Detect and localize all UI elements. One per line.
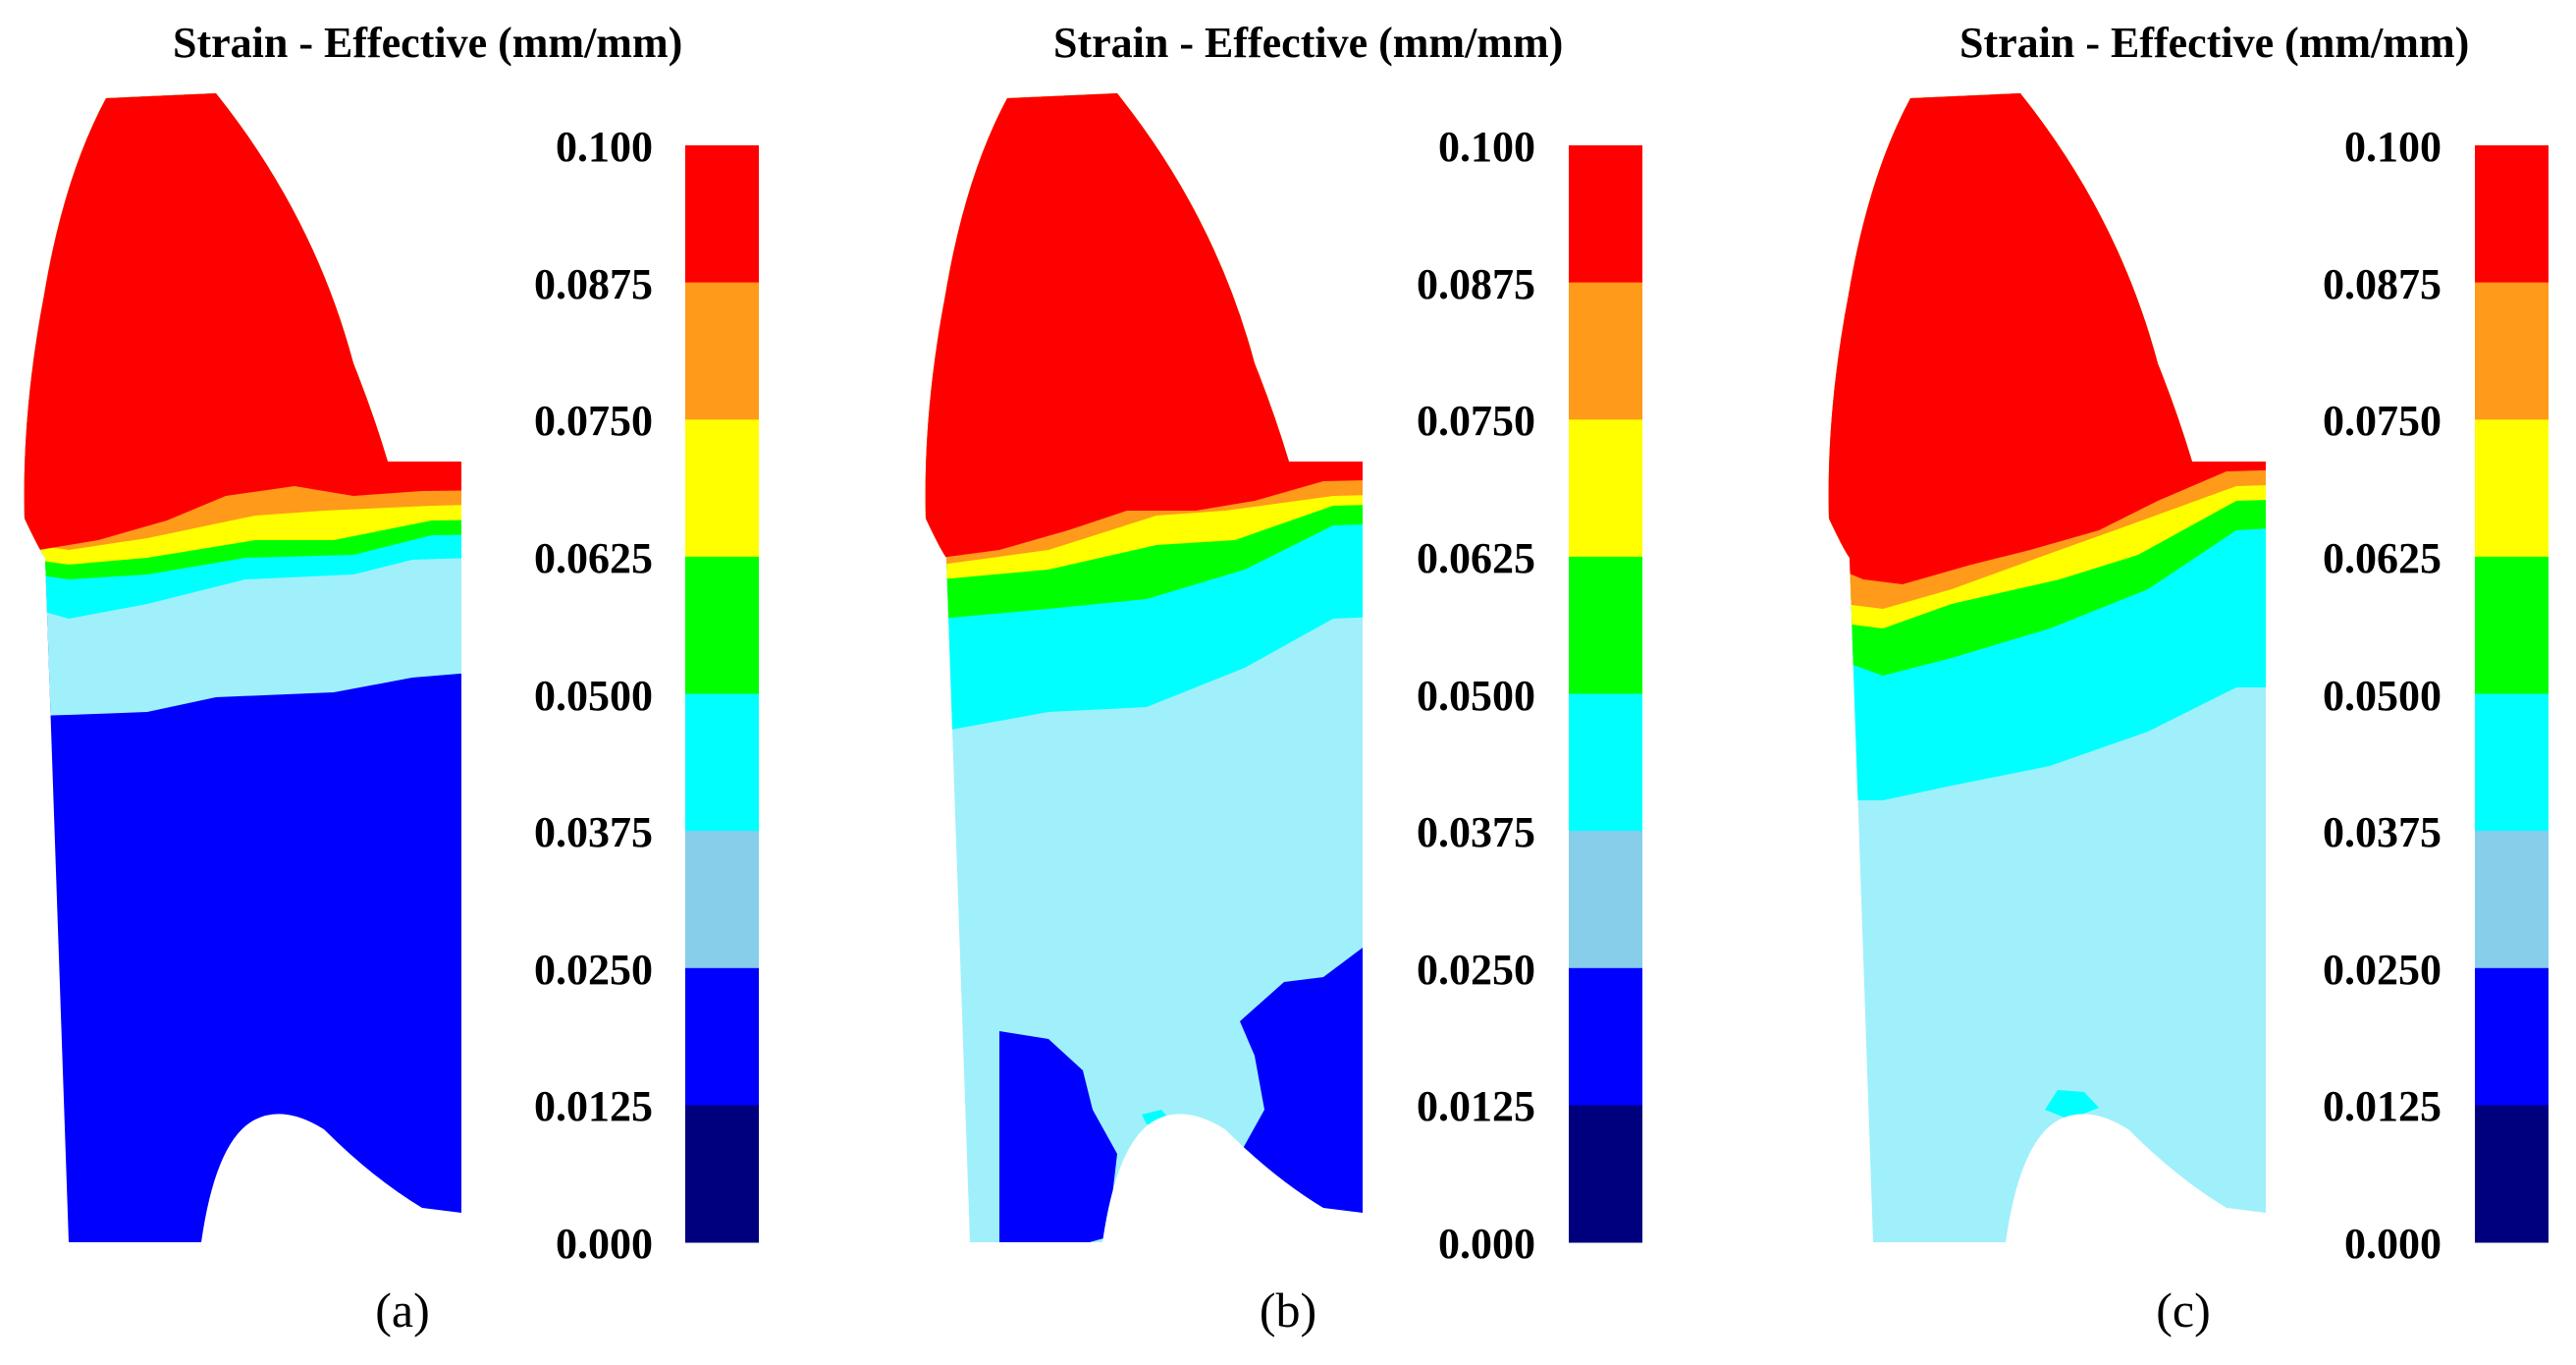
colorbar-a-segment-1 xyxy=(685,282,759,420)
panel-b: Strain - Effective (mm/mm) 0.100 0.0875 … xyxy=(901,0,1759,1365)
colorbar-a-segment-4 xyxy=(685,693,759,832)
colorbar-a-tick-7: 0.0125 xyxy=(534,1082,653,1130)
colorbar-a-tick-8: 0.000 xyxy=(556,1220,653,1268)
colorbar-c-tick-8: 0.000 xyxy=(2344,1220,2442,1268)
colorbar-a-segment-6 xyxy=(685,967,759,1106)
colorbar-b-tick-7: 0.0125 xyxy=(1417,1082,1535,1130)
strain-contour-plot-c xyxy=(1828,93,2549,1243)
colorbar-b-tick-0: 0.100 xyxy=(1438,123,1535,171)
colorbar-c-segment-2 xyxy=(2475,419,2549,558)
panel-a-caption: (a) xyxy=(375,1283,430,1338)
colorbar-a-segment-3 xyxy=(685,556,759,694)
colorbar-c-tick-5: 0.0375 xyxy=(2323,808,2442,856)
panel-c-caption: (c) xyxy=(2156,1283,2211,1338)
colorbar-a-tick-6: 0.0250 xyxy=(534,946,653,994)
colorbar-c-tick-2: 0.0750 xyxy=(2323,397,2442,445)
colorbar-a-segment-0 xyxy=(685,145,759,284)
colorbar-b-segment-3 xyxy=(1569,556,1642,694)
colorbar-b-segment-1 xyxy=(1569,282,1642,420)
colorbar-a-segment-5 xyxy=(685,831,759,969)
colorbar-c-segment-3 xyxy=(2475,556,2549,694)
colorbar-c-segment-0 xyxy=(2475,145,2549,284)
colorbar-c-tick-0: 0.100 xyxy=(2344,123,2442,171)
colorbar-a-segment-7 xyxy=(685,1105,759,1243)
colorbar-b-segment-4 xyxy=(1569,693,1642,832)
colorbar-a-tick-3: 0.0625 xyxy=(534,534,653,582)
panel-b-caption: (b) xyxy=(1259,1283,1317,1338)
colorbar-b-segment-7 xyxy=(1569,1105,1642,1243)
colorbar-b-tick-6: 0.0250 xyxy=(1417,946,1535,994)
colorbar-c-tick-4: 0.0500 xyxy=(2323,672,2442,720)
colorbar-b-tick-4: 0.0500 xyxy=(1417,672,1535,720)
colorbar-c-segment-7 xyxy=(2475,1105,2549,1243)
colorbar-c-tick-6: 0.0250 xyxy=(2323,946,2442,994)
panel-a: Strain - Effective (mm/mm) 0.100 0.0875 … xyxy=(0,0,858,1365)
colorbar-b-segment-5 xyxy=(1569,831,1642,969)
colorbar-c-segment-6 xyxy=(2475,967,2549,1106)
panel-c: Strain - Effective (mm/mm) 0.100 0.0875 … xyxy=(1804,0,2576,1365)
colorbar-c-segment-4 xyxy=(2475,693,2549,832)
panel-b-title: Strain - Effective (mm/mm) xyxy=(1053,19,1564,67)
strain-contour-plot-a xyxy=(24,93,759,1243)
colorbar-a-tick-0: 0.100 xyxy=(556,123,653,171)
colorbar-a-tick-4: 0.0500 xyxy=(534,672,653,720)
colorbar-b-tick-1: 0.0875 xyxy=(1417,260,1535,308)
colorbar-b-segment-2 xyxy=(1569,419,1642,558)
strain-contour-plot-b xyxy=(925,93,1642,1243)
colorbar-b-tick-5: 0.0375 xyxy=(1417,808,1535,856)
colorbar-b-tick-3: 0.0625 xyxy=(1417,534,1535,582)
colorbar-a-segment-2 xyxy=(685,419,759,558)
colorbar-c-tick-3: 0.0625 xyxy=(2323,534,2442,582)
colorbar-b-tick-2: 0.0750 xyxy=(1417,397,1535,445)
panel-c-title: Strain - Effective (mm/mm) xyxy=(1959,19,2470,67)
colorbar-c-segment-1 xyxy=(2475,282,2549,420)
colorbar-b-tick-8: 0.000 xyxy=(1438,1220,1535,1268)
tooth-body-c xyxy=(1828,93,2267,1242)
colorbar-a-tick-2: 0.0750 xyxy=(534,397,653,445)
panel-a-title: Strain - Effective (mm/mm) xyxy=(173,19,683,67)
colorbar-c-tick-7: 0.0125 xyxy=(2323,1082,2442,1130)
colorbar-a-tick-1: 0.0875 xyxy=(534,260,653,308)
colorbar-c-tick-1: 0.0875 xyxy=(2323,260,2442,308)
colorbar-a-tick-5: 0.0375 xyxy=(534,808,653,856)
colorbar-b-segment-6 xyxy=(1569,967,1642,1106)
colorbar-c-segment-5 xyxy=(2475,831,2549,969)
colorbar-b-segment-0 xyxy=(1569,145,1642,284)
